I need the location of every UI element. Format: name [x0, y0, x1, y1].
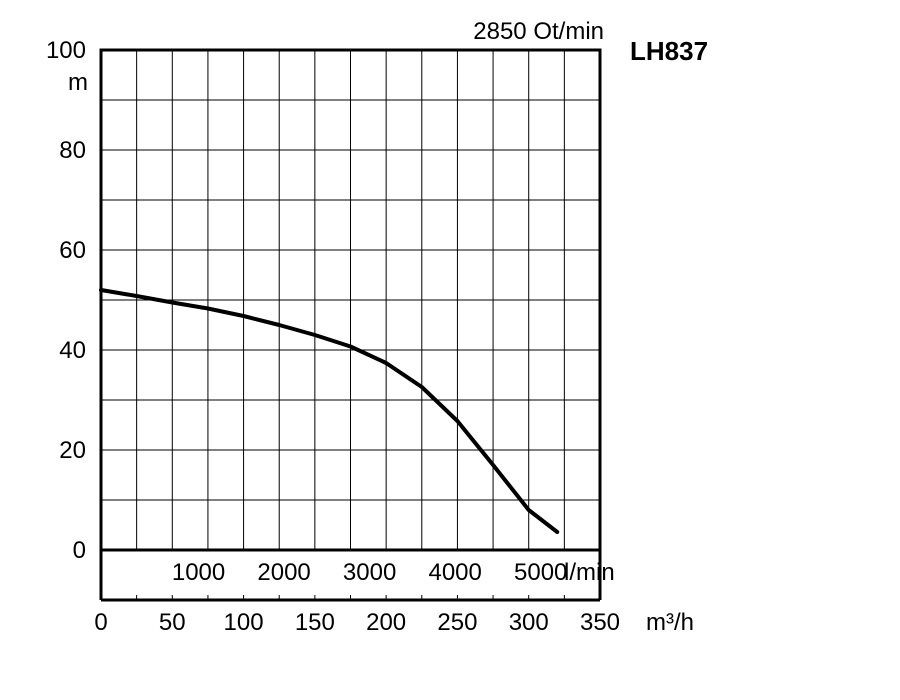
x-tick-label-m3h: 150	[295, 609, 335, 636]
x-tick-label-lmin: 5000	[514, 559, 567, 586]
grid	[101, 50, 600, 550]
y-axis-unit: m	[68, 69, 88, 96]
x-tick-label-m3h: 50	[159, 609, 186, 636]
speed-label: 2850 Ot/min	[473, 18, 604, 45]
plot-border	[99, 48, 602, 552]
x-axis-m3h-unit: m³/h	[646, 609, 694, 636]
y-tick-label: 80	[59, 137, 86, 164]
performance-curve	[99, 288, 560, 534]
x-tick-label-m3h: 250	[437, 609, 477, 636]
x-axis-lmin-unit: l/min	[564, 559, 615, 586]
x-tick-label-m3h: 350	[580, 609, 620, 636]
y-axis-ticks: 0 20 40 60 80 100	[46, 37, 86, 564]
y-tick-label: 40	[59, 337, 86, 364]
x-tick-label-m3h: 0	[94, 609, 107, 636]
x-tick-label-lmin: 1000	[172, 559, 225, 586]
model-label: LH837	[630, 36, 708, 66]
x-axis-lmin-ticks: 1000 2000 3000 4000 5000	[172, 559, 568, 586]
y-tick-label: 20	[59, 437, 86, 464]
x-tick-label-lmin: 4000	[428, 559, 481, 586]
head-flow-curve	[99, 288, 560, 534]
x-tick-label-m3h: 100	[224, 609, 264, 636]
y-tick-label: 0	[73, 537, 86, 564]
x-axis-m3h-ticks: 0 50 100 150 200 250 300 350	[94, 609, 620, 636]
x-tick-label-lmin: 2000	[257, 559, 310, 586]
x-tick-label-m3h: 300	[509, 609, 549, 636]
x-tick-label-lmin: 3000	[343, 559, 396, 586]
y-tick-label: 60	[59, 237, 86, 264]
y-tick-label: 100	[46, 37, 86, 64]
x-tick-label-m3h: 200	[366, 609, 406, 636]
plot-frame	[99, 48, 602, 602]
